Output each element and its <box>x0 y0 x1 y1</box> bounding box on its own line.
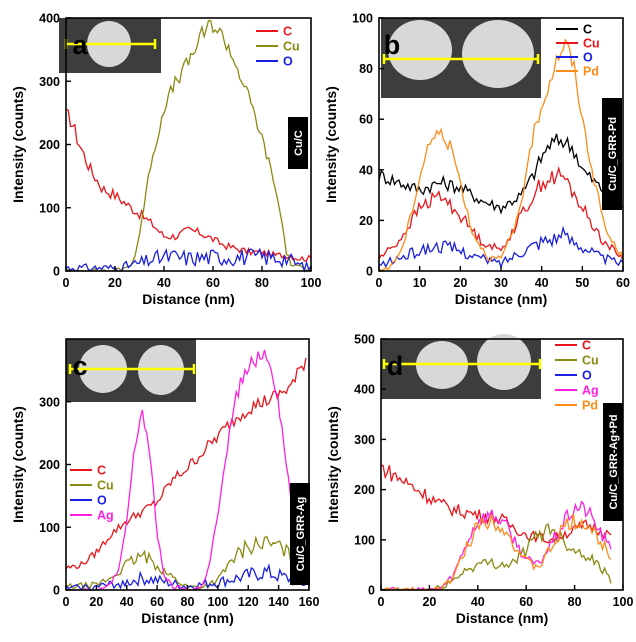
y-tick-label: 200 <box>39 138 60 152</box>
sample-label: Cu/C_GRR-Pd <box>607 117 619 191</box>
x-tick-label: 100 <box>301 276 322 290</box>
x-tick-label: 20 <box>108 276 122 290</box>
x-tick-label: 0 <box>378 595 385 609</box>
panel-a: 0 20 40 60 80 100 0 100 200 300 400 Distance (nm) In… <box>10 12 321 308</box>
legend-entry: C <box>283 25 292 39</box>
x-tick-label: 40 <box>120 595 134 609</box>
y-tick-label: 300 <box>39 75 60 89</box>
y-tick-label: 0 <box>53 584 60 598</box>
x-tick-label: 100 <box>613 595 634 609</box>
series-line-o-b <box>379 228 623 267</box>
y-tick-label: 400 <box>39 12 60 26</box>
sample-label: Cu/C_GRR-Ag <box>295 497 307 572</box>
x-tick-label: 40 <box>471 595 485 609</box>
series-line-o-c <box>66 566 306 591</box>
y-tick-label: 100 <box>352 12 373 26</box>
y-tick-label: 0 <box>368 584 375 598</box>
y-tick-label: 80 <box>359 62 373 76</box>
panel-letter: c <box>72 351 87 381</box>
y-tick-label: 20 <box>359 214 373 228</box>
x-axis-label: Distance (nm) <box>142 291 235 307</box>
x-tick-label: 20 <box>422 595 436 609</box>
series-line-cu-d <box>381 524 611 590</box>
x-axis-label: Distance (nm) <box>456 610 549 626</box>
sample-label: Cu/C_GRR-Ag+Pd <box>608 414 620 509</box>
y-tick-label: 400 <box>354 383 375 397</box>
particle-shape <box>462 20 534 88</box>
legend-entry: Pd <box>583 65 599 79</box>
x-tick-label: 60 <box>150 595 164 609</box>
legend-entry: Ag <box>97 509 114 523</box>
series-line-o-a <box>66 249 311 271</box>
y-tick-label: 200 <box>354 483 375 497</box>
panel-c: 0 20 40 60 80 100 120 140 160 0 100 200 300 Distance … <box>10 339 319 626</box>
x-tick-label: 20 <box>89 595 103 609</box>
x-tick-label: 120 <box>238 595 259 609</box>
panel-letter: a <box>72 30 88 60</box>
y-tick-label: 300 <box>354 433 375 447</box>
x-tick-label: 140 <box>268 595 289 609</box>
x-tick-label: 80 <box>568 595 582 609</box>
x-tick-label: 10 <box>413 276 427 290</box>
legend-entry: O <box>583 51 593 65</box>
legend-entry: C <box>97 464 106 478</box>
x-tick-label: 80 <box>181 595 195 609</box>
legend-entry: O <box>97 494 107 508</box>
legend-entry: O <box>582 369 592 383</box>
legend-entry: Cu <box>583 37 600 51</box>
x-tick-label: 160 <box>299 595 320 609</box>
legend-entry: Cu <box>97 479 114 493</box>
y-tick-label: 100 <box>354 533 375 547</box>
y-tick-label: 200 <box>39 458 60 472</box>
y-tick-label: 40 <box>359 163 373 177</box>
x-tick-label: 40 <box>535 276 549 290</box>
legend-entry: Ag <box>582 384 599 398</box>
x-tick-label: 100 <box>207 595 228 609</box>
y-tick-label: 100 <box>39 201 60 215</box>
x-tick-label: 40 <box>157 276 171 290</box>
y-tick-label: 500 <box>354 333 375 347</box>
legend-entry: C <box>583 23 592 37</box>
x-tick-label: 0 <box>376 276 383 290</box>
panel-d: 0 20 40 60 80 100 0 100 200 300 400 500 Distance (nm… <box>325 333 633 627</box>
panel-b: 0 10 20 30 40 50 60 0 20 40 60 80 100 Distance (nm) In… <box>323 12 630 308</box>
x-tick-label: 0 <box>63 276 70 290</box>
panel-letter: d <box>387 351 404 381</box>
x-axis-label: Distance (nm) <box>455 291 548 307</box>
x-tick-label: 50 <box>575 276 589 290</box>
micrograph-inset <box>381 18 541 98</box>
legend-entry: C <box>582 339 591 353</box>
legend-entry: Cu <box>582 354 599 368</box>
x-tick-label: 60 <box>206 276 220 290</box>
x-tick-label: 30 <box>494 276 508 290</box>
x-axis-label: Distance (nm) <box>141 610 234 626</box>
legend-entry: O <box>283 55 293 69</box>
y-axis-label: Intensity (counts) <box>323 86 339 203</box>
series-line-ag-d <box>381 502 611 590</box>
legend-entry: Cu <box>283 40 300 54</box>
y-tick-label: 300 <box>39 395 60 409</box>
x-tick-label: 60 <box>519 595 533 609</box>
legend-entry: Pd <box>582 399 598 413</box>
y-axis-label: Intensity (counts) <box>325 406 341 523</box>
particle-shape <box>477 334 531 390</box>
y-tick-label: 60 <box>359 113 373 127</box>
y-tick-label: 0 <box>366 265 373 279</box>
x-tick-label: 0 <box>63 595 70 609</box>
micrograph-inset <box>381 334 541 399</box>
x-tick-label: 60 <box>616 276 630 290</box>
y-axis-label: Intensity (counts) <box>10 406 26 523</box>
y-tick-label: 0 <box>53 265 60 279</box>
sample-label: Cu/C <box>293 130 305 156</box>
x-tick-label: 80 <box>255 276 269 290</box>
x-tick-label: 20 <box>453 276 467 290</box>
y-axis-label: Intensity (counts) <box>10 86 26 203</box>
panel-letter: b <box>384 30 401 60</box>
y-tick-label: 100 <box>39 521 60 535</box>
